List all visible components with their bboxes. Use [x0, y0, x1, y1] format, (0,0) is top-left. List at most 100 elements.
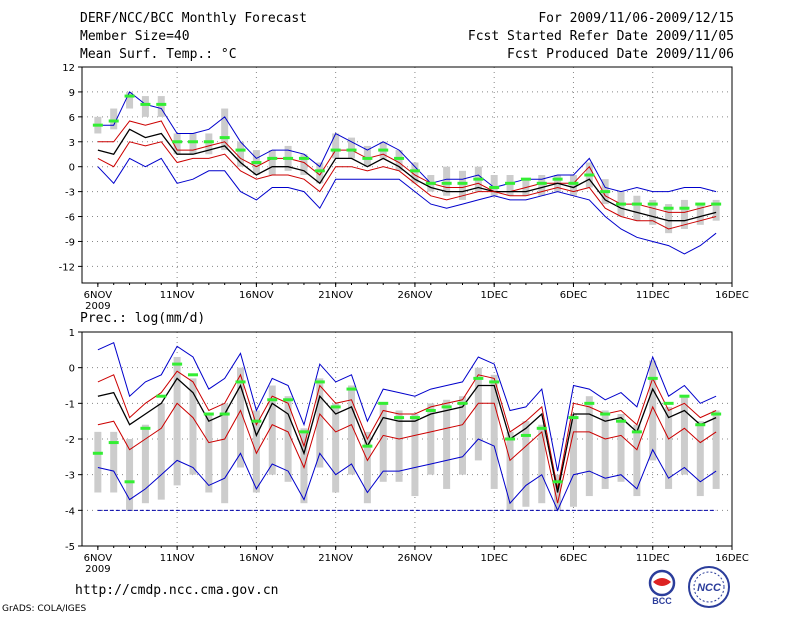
prec-clim-mark — [124, 480, 135, 484]
bcc-logo: BCC — [648, 569, 676, 606]
prec-clim-mark — [552, 480, 563, 484]
temp-series-inner_lower — [97, 141, 717, 230]
prec-clim-mark — [172, 362, 183, 366]
temp-spread-box — [237, 141, 245, 167]
grads-credit: GrADS: COLA/IGES — [2, 604, 87, 614]
prec-spread-box — [538, 424, 546, 504]
prec-clim-mark — [631, 430, 642, 434]
prec-clim-mark — [267, 398, 278, 402]
prec-spread-box — [348, 385, 356, 475]
temp-spread-box — [665, 204, 673, 234]
temp-clim-mark — [631, 202, 642, 206]
prec-ytick-label: -1 — [65, 399, 75, 410]
temp-clim-mark — [314, 169, 325, 173]
temp-clim-mark — [362, 156, 373, 160]
prec-series-inner_lower — [97, 402, 717, 504]
temp-clim-mark — [679, 206, 690, 210]
temp-clim-mark — [187, 140, 198, 144]
prec-spread-box — [316, 378, 324, 468]
prec-clim-mark — [695, 423, 706, 427]
temp-xtick-label: 6NOV — [84, 290, 113, 301]
prec-clim-mark — [203, 412, 214, 416]
temperature-panel-title: Mean Surf. Temp.: °C — [80, 47, 237, 62]
temp-spread-box — [348, 137, 356, 159]
prec-spread-box — [379, 403, 387, 482]
temp-plot-frame — [81, 66, 733, 284]
temp-series-lower — [97, 157, 717, 255]
temp-clim-mark — [283, 156, 294, 160]
prec-series-upper — [97, 342, 717, 472]
temp-spread-box — [538, 175, 546, 196]
prec-clim-mark — [584, 401, 595, 405]
temp-spread-box — [633, 195, 641, 221]
temp-clim-mark — [505, 181, 516, 185]
temp-ytick-label: -12 — [59, 262, 75, 273]
prec-clim-mark — [616, 419, 627, 423]
prec-ytick-label: -5 — [65, 542, 75, 553]
prec-clim-mark — [92, 451, 103, 455]
prec-spread-box — [427, 403, 435, 475]
temp-clim-mark — [235, 148, 246, 152]
prec-spread-box — [126, 439, 134, 511]
temp-clim-mark — [378, 148, 389, 152]
prec-spread-box — [173, 356, 181, 486]
prec-spread-box — [141, 424, 149, 504]
temp-clim-mark — [251, 161, 262, 165]
prec-spread-box — [110, 431, 118, 493]
temp-clim-mark — [647, 202, 658, 206]
prec-spread-box — [221, 403, 229, 504]
prec-clim-mark — [600, 412, 611, 416]
prec-clim-mark — [489, 380, 500, 384]
prec-ytick-label: 1 — [69, 328, 75, 339]
prec-spread-box — [680, 396, 688, 475]
prec-year-label: 2009 — [85, 564, 110, 575]
prec-clim-mark — [378, 401, 389, 405]
prec-spread-box — [237, 367, 245, 468]
temp-clim-mark — [92, 123, 103, 127]
temp-clim-mark — [584, 173, 595, 177]
prec-series-lower — [97, 438, 717, 512]
prec-spread-box — [94, 431, 102, 493]
temp-xtick-label: 1DEC — [481, 290, 508, 301]
temp-spread-box — [506, 175, 514, 196]
forecast-period-label: For 2009/11/06-2009/12/15 — [538, 11, 734, 26]
prec-spread-box — [601, 410, 609, 489]
prec-spread-box — [157, 403, 165, 500]
temp-clim-mark — [330, 148, 341, 152]
temp-ytick-label: 9 — [69, 88, 75, 99]
prec-spread-box — [252, 410, 260, 493]
forecast-produced-label: Fcst Produced Date 2009/11/06 — [507, 47, 734, 62]
prec-clim-mark — [140, 426, 151, 430]
prec-clim-mark — [441, 405, 452, 409]
temp-year-label: 2009 — [85, 301, 110, 312]
prec-series-inner_upper — [97, 370, 717, 489]
prec-clim-mark — [409, 416, 420, 420]
prec-clim-mark — [679, 394, 690, 398]
temp-spread-box — [110, 108, 118, 130]
prec-spread-box — [458, 396, 466, 475]
temp-clim-mark — [108, 119, 119, 123]
temp-clim-mark — [711, 202, 722, 206]
prec-clim-mark — [394, 416, 405, 420]
prec-spread-box — [522, 421, 530, 507]
prec-spread-box — [411, 414, 419, 497]
temp-spread-box — [649, 199, 657, 225]
prec-spread-box — [665, 406, 673, 489]
member-size-label: Member Size=40 — [80, 29, 190, 44]
prec-clim-mark — [346, 387, 357, 391]
source-url[interactable]: http://cmdp.ncc.cma.gov.cn — [75, 583, 279, 598]
temp-xtick-label: 16DEC — [715, 290, 749, 301]
prec-clim-mark — [283, 398, 294, 402]
temp-spread-box — [126, 91, 134, 109]
prec-clim-mark — [663, 401, 674, 405]
temp-ytick-label: 0 — [69, 163, 75, 174]
prec-clim-mark — [314, 380, 325, 384]
prec-spread-box — [490, 374, 498, 489]
prec-xtick-label: 1DEC — [481, 553, 508, 564]
temp-series-upper — [97, 91, 717, 193]
temp-spread-box — [173, 133, 181, 155]
prec-clim-mark — [156, 394, 167, 398]
temp-clim-mark — [267, 156, 278, 160]
temp-clim-mark — [520, 177, 531, 181]
